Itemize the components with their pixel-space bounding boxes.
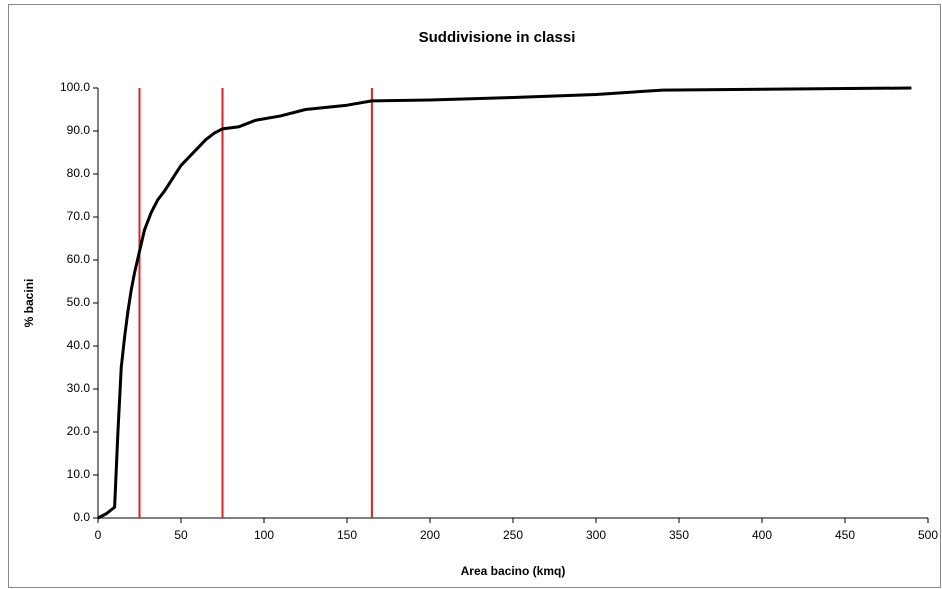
x-tick-label: 250 — [503, 528, 523, 542]
y-tick-label: 80.0 — [67, 166, 91, 180]
y-tick-label: 90.0 — [67, 123, 91, 137]
x-tick-label: 0 — [95, 528, 102, 542]
y-tick-label: 30.0 — [67, 381, 91, 395]
y-axis-label: % bacini — [22, 279, 36, 328]
x-axis-label: Area bacino (kmq) — [461, 564, 566, 578]
x-tick-label: 100 — [254, 528, 274, 542]
y-tick-label: 0.0 — [73, 510, 90, 524]
y-tick-label: 40.0 — [67, 338, 91, 352]
x-tick-label: 50 — [174, 528, 188, 542]
y-tick-label: 100.0 — [60, 80, 90, 94]
x-tick-label: 400 — [752, 528, 772, 542]
y-tick-label: 10.0 — [67, 467, 91, 481]
data-line — [97, 86, 912, 520]
x-tick-label: 350 — [669, 528, 689, 542]
x-tick-label: 450 — [835, 528, 855, 542]
x-tick-label: 200 — [420, 528, 440, 542]
y-tick-label: 20.0 — [67, 424, 91, 438]
y-tick-label: 50.0 — [67, 295, 91, 309]
chart-title: Suddivisione in classi — [419, 29, 576, 46]
x-tick-label: 500 — [918, 528, 938, 542]
x-tick-label: 150 — [337, 528, 357, 542]
y-tick-label: 70.0 — [67, 209, 91, 223]
x-tick-label: 300 — [586, 528, 606, 542]
y-tick-label: 60.0 — [67, 252, 91, 266]
chart-frame — [8, 4, 941, 588]
